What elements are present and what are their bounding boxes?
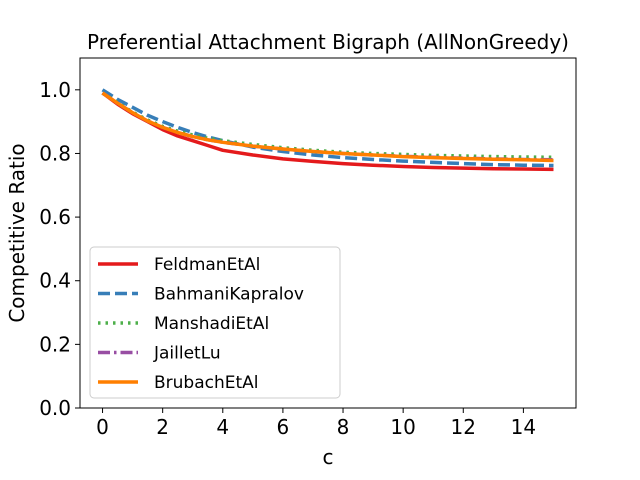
legend-label: ManshadiEtAl — [154, 314, 269, 334]
legend-frame — [89, 246, 341, 399]
y-tick-label: 1.0 — [39, 78, 71, 102]
x-tick-label: 0 — [96, 415, 109, 439]
legend: FeldmanEtAl BahmaniKapralov ManshadiEtAl Ja… — [89, 246, 341, 399]
legend-item: BrubachEtAl — [98, 373, 259, 393]
legend-label: BahmaniKapralov — [154, 285, 304, 305]
series-line-brubachetal — [101, 91, 554, 163]
plot-area — [79, 57, 577, 409]
x-tick-label: 4 — [216, 415, 229, 439]
x-tick-label: 6 — [277, 415, 290, 439]
y-tick-label: 0.6 — [39, 205, 71, 229]
legend-label: BrubachEtAl — [154, 373, 259, 393]
y-axis-label: Competitive Ratio — [5, 143, 29, 322]
plot-frame — [79, 57, 577, 409]
x-tick-label: 14 — [511, 415, 536, 439]
x-tick-label: 2 — [156, 415, 169, 439]
x-axis-label: c — [323, 445, 334, 469]
y-tick-label: 0.4 — [39, 269, 71, 293]
x-axis-ticks: 0 2 4 6 8 10 12 14 — [96, 408, 536, 439]
y-tick-label: 0.0 — [39, 396, 71, 420]
legend-label: JailletLu — [153, 344, 221, 364]
y-tick-label: 0.8 — [39, 141, 71, 165]
x-tick-label: 8 — [337, 415, 350, 439]
legend-item: ManshadiEtAl — [98, 314, 269, 334]
legend-item: FeldmanEtAl — [98, 255, 260, 275]
series-layer — [101, 88, 554, 172]
x-tick-label: 12 — [451, 415, 476, 439]
legend-item: JailletLu — [98, 344, 221, 364]
chart-title: Preferential Attachment Bigraph (AllNonG… — [87, 30, 569, 54]
legend-label: FeldmanEtAl — [154, 255, 260, 275]
series-line-jailletlu — [101, 91, 554, 162]
legend-item: BahmaniKapralov — [98, 285, 304, 305]
y-tick-label: 0.2 — [39, 332, 71, 356]
x-tick-label: 10 — [390, 415, 415, 439]
y-axis-ticks: 0.0 0.2 0.4 0.6 0.8 1.0 — [39, 78, 80, 420]
